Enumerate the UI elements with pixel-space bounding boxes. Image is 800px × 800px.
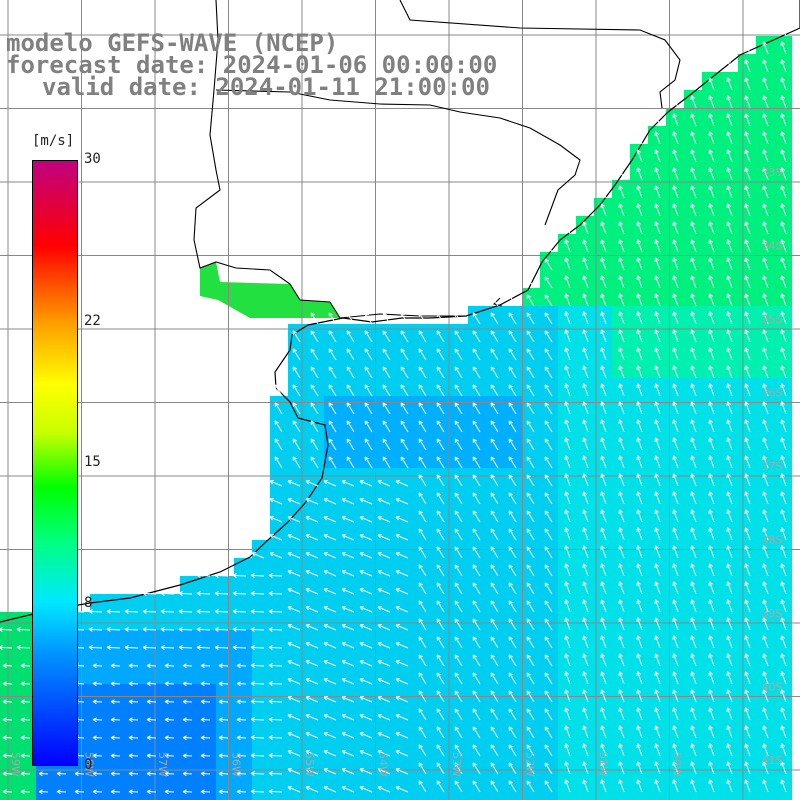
latitude-label: 36S bbox=[762, 387, 783, 400]
longitude-labels: 59W 58W 57W 56W 55W 54W 53W 52W 51W 50W bbox=[9, 752, 684, 777]
longitude-label: 58W bbox=[83, 752, 96, 777]
forecast-date: forecast date: 2024-01-06 00:00:00 bbox=[6, 51, 498, 79]
colorbar-tick-label: 30 bbox=[84, 151, 101, 167]
coastline bbox=[0, 0, 800, 623]
longitude-label: 54W bbox=[377, 752, 390, 777]
model-title: modelo GEFS-WAVE (NCEP) bbox=[6, 29, 339, 57]
colorbar bbox=[32, 160, 78, 766]
latitude-label: 35S bbox=[762, 313, 783, 326]
colorbar-tick-label: 15 bbox=[84, 454, 101, 470]
valid-date: valid date: 2024-01-11 21:00:00 bbox=[42, 73, 490, 101]
latitude-label: 33S bbox=[762, 166, 783, 179]
colorbar-tick-label: 22 bbox=[84, 312, 101, 329]
wind-vectors bbox=[0, 23, 787, 795]
latitude-label: 34S bbox=[762, 240, 783, 253]
latitude-label: 40S bbox=[762, 681, 783, 694]
longitude-label: 50W bbox=[671, 752, 684, 777]
latitude-label: 37S bbox=[762, 460, 783, 473]
colorbar-unit: [m/s] bbox=[32, 133, 75, 149]
longitude-label: 52W bbox=[524, 752, 537, 777]
latitude-labels: 33S 34S 35S 36S 37S 38S 39S 40S 41S bbox=[762, 166, 783, 767]
latitude-label: 41S bbox=[762, 754, 783, 767]
longitude-label: 51W bbox=[597, 752, 610, 777]
longitude-label: 59W bbox=[9, 752, 22, 777]
longitude-label: 56W bbox=[230, 752, 243, 777]
colorbar-tick-label: 8 bbox=[84, 595, 93, 612]
longitude-label: 57W bbox=[156, 752, 169, 777]
latitude-label: 38S bbox=[762, 534, 783, 547]
colorbar-tick-label: 0 bbox=[84, 757, 93, 773]
longitude-label: 55W bbox=[303, 752, 316, 777]
longitude-label: 53W bbox=[450, 752, 463, 777]
latitude-label: 39S bbox=[762, 607, 783, 620]
